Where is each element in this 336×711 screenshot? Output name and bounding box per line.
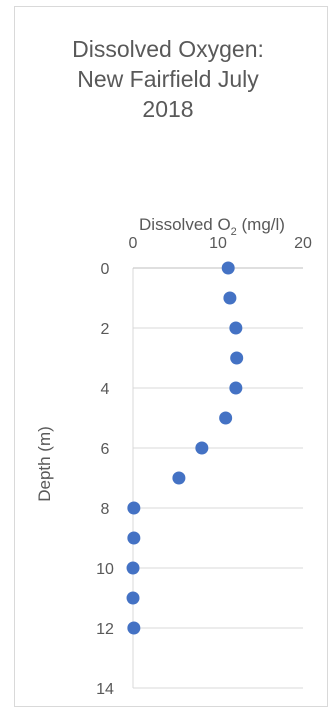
x-tick-label: 20 [294, 235, 312, 252]
y-tick-label: 4 [101, 381, 110, 398]
y-tick-label: 2 [101, 321, 110, 338]
x-tick-label: 0 [129, 235, 138, 252]
chart-title-line-3: 2018 [142, 96, 194, 122]
data-point [126, 591, 140, 605]
x-axis-label: Dissolved O2 (mg/l) [139, 215, 285, 238]
x-axis-label-main: Dissolved O [139, 215, 231, 234]
y-tick-label: 8 [101, 501, 110, 518]
x-axis-label-unit: (mg/l) [237, 215, 285, 234]
data-point [219, 411, 233, 425]
chart-title-line-1: Dissolved Oxygen: [72, 36, 264, 62]
tick-labels: 0 2 4 6 8 10 12 14 0 10 20 [96, 235, 312, 698]
data-point [229, 381, 243, 395]
data-point [223, 291, 237, 305]
data-points [126, 261, 244, 635]
data-point [221, 261, 235, 275]
data-point [172, 471, 186, 485]
data-point [127, 621, 141, 635]
data-point [195, 441, 209, 455]
y-axis-label: Depth (m) [35, 426, 54, 502]
y-tick-label: 12 [96, 621, 114, 638]
data-point [126, 561, 140, 575]
x-axis-label-subscript: 2 [231, 226, 237, 238]
y-tick-label: 6 [101, 441, 110, 458]
y-tick-label: 10 [96, 561, 114, 578]
y-tick-label: 14 [96, 681, 114, 698]
data-point [230, 351, 244, 365]
data-point [127, 501, 141, 515]
x-tick-label: 10 [209, 235, 227, 252]
gridlines [133, 327, 303, 689]
y-tick-label: 0 [101, 261, 110, 278]
data-point [229, 321, 243, 335]
data-point [127, 531, 141, 545]
chart-title: Dissolved Oxygen: New Fairfield July 201… [0, 34, 336, 124]
axes [132, 267, 303, 688]
chart-title-line-2: New Fairfield July [77, 66, 259, 92]
chart-area [14, 6, 328, 707]
